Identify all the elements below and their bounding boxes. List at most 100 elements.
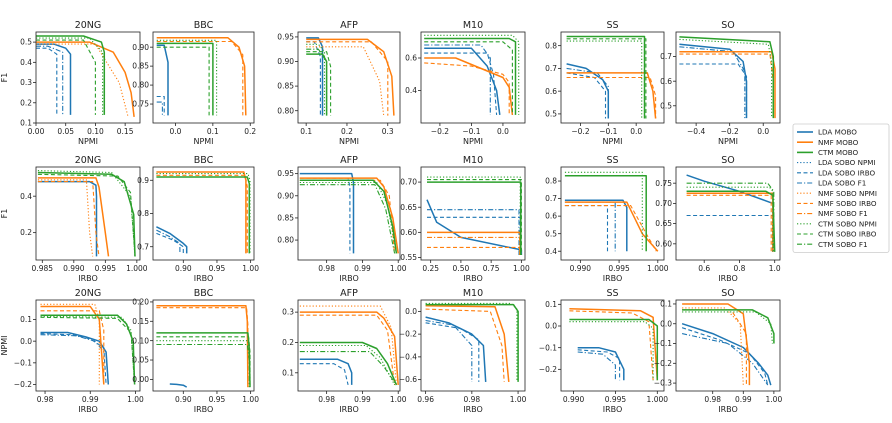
series-line-ctm-sobo-npmi <box>679 38 773 119</box>
series-line-lda-mobo <box>564 199 628 252</box>
y-tick-label: 0.7 <box>137 242 149 251</box>
y-tick-label: −0.1 <box>14 358 32 367</box>
x-axis-label: IRBO <box>463 405 483 414</box>
series-line-lda-sobo-irbo <box>564 205 609 252</box>
x-tick-label: 1.00 <box>766 395 783 404</box>
y-tick-label: 0.1 <box>20 119 32 128</box>
subplot-title: AFP <box>340 288 358 299</box>
x-axis-label: NPMI <box>78 137 98 146</box>
y-tick-label: 0.8 <box>545 177 557 186</box>
series-group <box>306 37 395 116</box>
axes-frame <box>35 166 141 261</box>
subplot-title: SS <box>606 20 618 31</box>
series-line-ctm-sobo-npmi <box>427 176 521 255</box>
x-tick-label: 1.00 <box>390 395 407 404</box>
y-tick-label: 0.85 <box>277 82 294 91</box>
series-line-nmf-sobo-irbo <box>569 310 654 381</box>
x-tick-label: 1.000 <box>647 264 669 273</box>
axes-frame <box>560 31 665 124</box>
subplot-1-4: −0.2 −0.1 0.0 0.4 0.6 M10 NPMI <box>405 20 526 146</box>
series-line-lda-mobo <box>679 43 748 119</box>
x-tick-label: 0.990 <box>563 395 585 404</box>
y-axis-label: F1 <box>0 209 9 219</box>
x-tick-label: 0.8 <box>733 264 745 273</box>
x-tick-label: 0.0 <box>497 127 509 136</box>
x-tick-label: 0.98 <box>37 395 54 404</box>
series-line-ctm-mobo <box>156 176 251 254</box>
x-tick-label: −0.2 <box>431 127 449 136</box>
subplot-title: BBC <box>194 155 214 166</box>
series-line-lda-mobo <box>156 226 188 254</box>
series-group <box>299 172 399 254</box>
series-group <box>36 35 135 118</box>
y-axis-label: F1 <box>0 73 9 83</box>
y-tick-label: 0.65 <box>655 219 672 228</box>
series-line-ctm-mobo <box>569 318 659 381</box>
axes-frame <box>152 166 255 261</box>
series-line-lda-sobo-irbo <box>40 333 107 385</box>
series-line-lda-sobo-f1 <box>156 101 163 116</box>
x-tick-label: 1.00 <box>127 395 144 404</box>
y-tick-label: 0.60 <box>400 228 417 237</box>
x-tick-label: 0.95 <box>209 395 226 404</box>
series-line-ctm-mobo <box>682 309 775 344</box>
y-tick-label: 0.95 <box>277 33 294 42</box>
y-tick-label: 0.00 <box>132 375 149 384</box>
y-tick-label: 0.4 <box>545 247 557 256</box>
x-tick-label: 1.000 <box>647 395 669 404</box>
y-tick-label: 0.65 <box>400 203 417 212</box>
series-line-ctm-sobo-npmi <box>156 340 251 388</box>
series-line-lda-sobo-f1 <box>427 209 520 255</box>
series-line-nmf-mobo <box>299 177 399 254</box>
series-group <box>425 302 519 382</box>
series-line-nmf-mobo <box>569 307 659 381</box>
y-tick-label: 0.7 <box>545 64 557 73</box>
y-tick-label: 0.1 <box>282 368 294 377</box>
subplot-3-6: 0.98 0.99 1.00 −0.3 −0.2 −0.1 0.0 0.1 SO IRBO <box>654 288 783 414</box>
series-line-nmf-mobo <box>156 305 249 388</box>
series-line-nmf-sobo-irbo <box>686 194 772 252</box>
series-line-lda-sobo-f1 <box>566 67 609 119</box>
series-line-lda-sobo-f1 <box>577 351 616 381</box>
subplot-grid: 0.00 0.05 0.10 0.15 0.1 0.2 0.3 0.4 0.5 20NG NPMI F… <box>0 20 782 414</box>
series-line-lda-mobo <box>169 383 188 388</box>
x-tick-label: 1.00 <box>390 264 407 273</box>
y-tick-label: −0.2 <box>654 359 672 368</box>
series-line-ctm-sobo-irbo <box>566 38 647 119</box>
series-line-ctm-sobo-f1 <box>299 351 397 386</box>
x-tick-label: 0.995 <box>95 264 117 273</box>
x-tick-label: 0.99 <box>354 264 371 273</box>
subplot-1-1: 0.00 0.05 0.10 0.15 0.1 0.2 0.3 0.4 0.5 20NG NPMI F… <box>0 20 141 146</box>
y-tick-label: 0.0 <box>405 307 417 316</box>
series-line-ctm-mobo <box>566 35 646 119</box>
y-tick-label: 0.75 <box>655 179 672 188</box>
legend-frame <box>792 123 890 253</box>
series-line-ctm-mobo <box>686 190 776 252</box>
series-line-ctm-sobo-npmi <box>156 173 251 254</box>
x-tick-label: 1.00 <box>242 264 259 273</box>
series-line-nmf-mobo <box>306 38 395 116</box>
series-line-ctm-sobo-f1 <box>686 182 775 252</box>
series-line-nmf-sobo-irbo <box>564 205 657 252</box>
y-tick-label: 0.10 <box>132 336 149 345</box>
x-axis-label: IRBO <box>603 274 623 283</box>
series-line-nmf-mobo <box>427 231 521 255</box>
series-line-ctm-mobo <box>299 341 398 386</box>
y-tick-label: 0.0 <box>545 322 557 331</box>
x-tick-label: 0.98 <box>463 395 480 404</box>
series-line-lda-sobo-irbo <box>679 63 748 119</box>
y-tick-label: 0.3 <box>20 78 32 87</box>
axes-frame <box>420 299 526 392</box>
series-line-ctm-mobo <box>156 42 214 116</box>
series-line-lda-sobo-irbo <box>425 322 480 382</box>
y-tick-label: 0.4 <box>405 86 417 95</box>
series-line-nmf-mobo <box>686 192 774 252</box>
y-tick-label: −0.2 <box>539 365 557 374</box>
y-tick-label: 0.75 <box>132 100 149 109</box>
series-line-lda-mobo <box>577 346 625 381</box>
axes-frame <box>297 166 401 261</box>
y-tick-label: −0.1 <box>539 343 557 352</box>
series-group <box>40 303 136 385</box>
series-line-ctm-mobo <box>424 37 517 115</box>
